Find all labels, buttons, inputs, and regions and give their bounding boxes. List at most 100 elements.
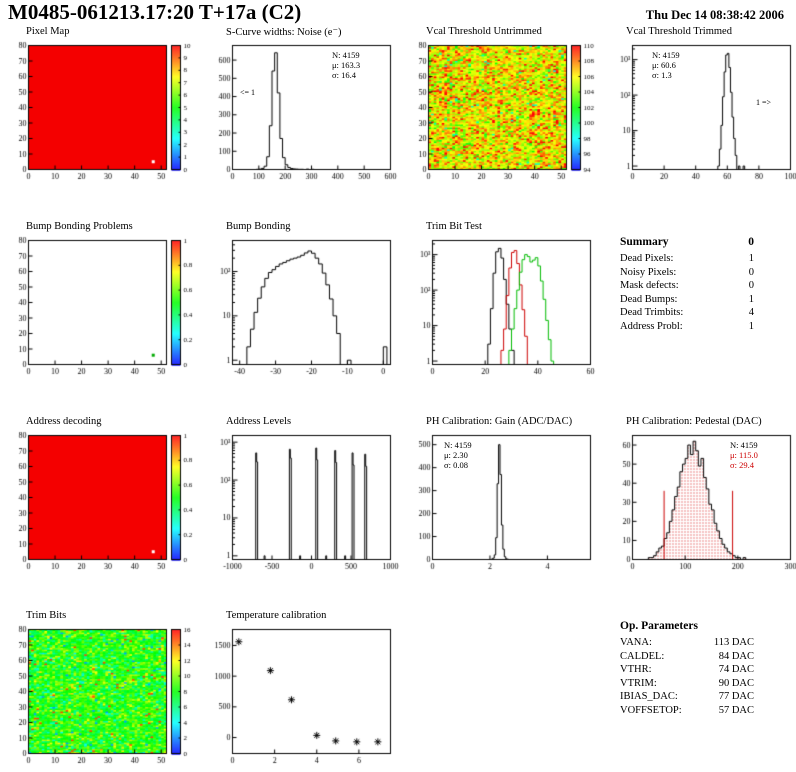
op-param-label: CALDEL: xyxy=(620,650,665,662)
chart-title: PH Calibration: Pedestal (DAC) xyxy=(626,416,762,427)
summary-label: Dead Bumps: xyxy=(620,293,678,305)
stats-line: μ: 163.3 xyxy=(332,60,361,70)
chart-title: Vcal Threshold Untrimmed xyxy=(426,26,542,37)
stats-line: σ: 1.3 xyxy=(652,70,672,80)
summary-header: Summary 0 xyxy=(620,236,754,248)
chart-title: Address decoding xyxy=(26,416,102,427)
op-param-row: VANA: 113 DAC xyxy=(620,636,754,650)
ph-pedestal-canvas xyxy=(606,429,796,575)
summary-value: 1 xyxy=(748,253,754,264)
stats-line: N: 4159 xyxy=(444,440,472,450)
op-param-value: 74 DAC xyxy=(718,664,754,675)
chart-title: Address Levels xyxy=(226,416,292,427)
stats-box: N: 4159 μ: 60.6 σ: 1.3 xyxy=(652,50,680,80)
summary-value: 1 xyxy=(748,293,754,305)
op-parameters-header: Op. Parameters xyxy=(620,620,754,632)
stats-line: σ: 16.4 xyxy=(332,70,356,80)
summary-label: Noisy Pixels: xyxy=(620,266,677,278)
page-title: M0485-061213.17:20 T+17a (C2) xyxy=(8,0,302,24)
panel-trim-bit-test: Trim Bit Test xyxy=(406,221,602,381)
ph-gain-canvas xyxy=(406,429,602,575)
op-param-label: VANA: xyxy=(620,637,652,648)
op-param-value: 90 DAC xyxy=(718,677,754,689)
summary-row: Dead Bumps: 1 xyxy=(620,293,754,307)
panel-ph-pedestal: PH Calibration: Pedestal (DAC) N: 4159 μ… xyxy=(606,416,796,576)
stats-line: σ: 29.4 xyxy=(730,460,754,470)
panel-bump-bonding-problems: Bump Bonding Problems xyxy=(6,221,202,381)
op-param-value: 113 DAC xyxy=(713,637,754,648)
panel-trim-bits: Trim Bits xyxy=(6,610,202,770)
address-levels-canvas xyxy=(206,429,402,575)
temperature-calibration-canvas xyxy=(206,623,402,769)
op-param-label: IBIAS_DAC: xyxy=(620,691,678,702)
summary-label: Dead Trimbits: xyxy=(620,307,684,318)
panel-address-levels: Address Levels xyxy=(206,416,402,576)
overflow-note: 1 => xyxy=(756,98,772,107)
op-param-value: 77 DAC xyxy=(718,691,754,702)
op-param-label: VTHR: xyxy=(620,664,652,675)
op-parameters-title: Op. Parameters xyxy=(620,620,698,632)
summary-value: 0 xyxy=(748,280,754,291)
trim-bit-test-canvas xyxy=(406,234,602,380)
panel-vcal-trimmed: Vcal Threshold Trimmed N: 4159 μ: 60.6 σ… xyxy=(606,26,796,186)
address-decoding-canvas xyxy=(6,429,202,575)
op-param-row: VOFFSETOP: 57 DAC xyxy=(620,704,754,718)
panel-summary: Summary 0 Dead Pixels: 1 Noisy Pixels: 0 M… xyxy=(620,236,754,333)
stats-line: N: 4159 xyxy=(332,50,360,60)
summary-label: Dead Pixels: xyxy=(620,253,674,264)
op-param-row: IBIAS_DAC: 77 DAC xyxy=(620,690,754,704)
op-param-row: CALDEL: 84 DAC xyxy=(620,650,754,664)
chart-title: Temperature calibration xyxy=(226,610,327,621)
panel-vcal-untrimmed: Vcal Threshold Untrimmed xyxy=(406,26,602,186)
chart-title: Bump Bonding xyxy=(226,221,291,232)
panel-address-decoding: Address decoding xyxy=(6,416,202,576)
panel-temperature-calibration: Temperature calibration xyxy=(206,610,402,770)
summary-value: 4 xyxy=(748,307,754,318)
summary-value: 1 xyxy=(748,320,754,332)
summary-row: Noisy Pixels: 0 xyxy=(620,266,754,280)
stats-line: μ: 2.30 xyxy=(444,450,468,460)
op-param-row: VTRIM: 90 DAC xyxy=(620,677,754,691)
stats-box: N: 4159 μ: 163.3 σ: 16.4 xyxy=(332,50,360,80)
op-param-label: VOFFSETOP: xyxy=(620,704,682,716)
op-param-label: VTRIM: xyxy=(620,677,657,689)
summary-title: Summary xyxy=(620,236,669,248)
underflow-note: <= 1 xyxy=(240,88,256,97)
stats-line: N: 4159 xyxy=(652,50,680,60)
bump-bonding-problems-canvas xyxy=(6,234,202,380)
bump-bonding-canvas xyxy=(206,234,402,380)
stats-line: μ: 60.6 xyxy=(652,60,676,70)
stats-line: σ: 0.08 xyxy=(444,460,468,470)
chart-title: Trim Bits xyxy=(26,610,67,621)
summary-label: Address Probl: xyxy=(620,320,683,332)
chart-title: Trim Bit Test xyxy=(426,221,482,232)
op-param-row: VTHR: 74 DAC xyxy=(620,663,754,677)
stats-line: μ: 115.0 xyxy=(730,450,758,460)
summary-row: Dead Trimbits: 4 xyxy=(620,306,754,320)
panel-ph-gain: PH Calibration: Gain (ADC/DAC) N: 4159 μ… xyxy=(406,416,602,576)
summary-label: Mask defects: xyxy=(620,280,679,291)
summary-row: Address Probl: 1 xyxy=(620,320,754,334)
panel-scurve-noise: S-Curve widths: Noise (e⁻) N: 4159 μ: 16… xyxy=(206,26,402,186)
vcal-trimmed-canvas xyxy=(606,39,796,185)
pixel-map-canvas xyxy=(6,39,202,185)
op-param-value: 57 DAC xyxy=(718,704,754,716)
summary-value: 0 xyxy=(748,266,754,278)
panel-bump-bonding: Bump Bonding xyxy=(206,221,402,381)
stats-line: N: 4159 xyxy=(730,440,758,450)
timestamp: Thu Dec 14 08:38:42 2006 xyxy=(645,8,784,22)
stats-box: N: 4159 μ: 115.0 σ: 29.4 xyxy=(730,440,758,470)
chart-title: Vcal Threshold Trimmed xyxy=(626,26,732,37)
chart-title: Bump Bonding Problems xyxy=(26,221,133,232)
stats-box: N: 4159 μ: 2.30 σ: 0.08 xyxy=(444,440,472,470)
trim-bits-canvas xyxy=(6,623,202,769)
vcal-untrimmed-canvas xyxy=(406,39,602,185)
summary-row: Dead Pixels: 1 xyxy=(620,252,754,266)
scurve-noise-canvas xyxy=(206,39,402,185)
panel-op-parameters: Op. Parameters VANA: 113 DAC CALDEL: 84 DA… xyxy=(620,620,754,717)
op-param-value: 84 DAC xyxy=(718,650,754,662)
chart-title: Pixel Map xyxy=(26,26,70,37)
chart-title: PH Calibration: Gain (ADC/DAC) xyxy=(426,416,573,427)
chart-title: S-Curve widths: Noise (e⁻) xyxy=(226,27,342,38)
summary-row: Mask defects: 0 xyxy=(620,279,754,293)
